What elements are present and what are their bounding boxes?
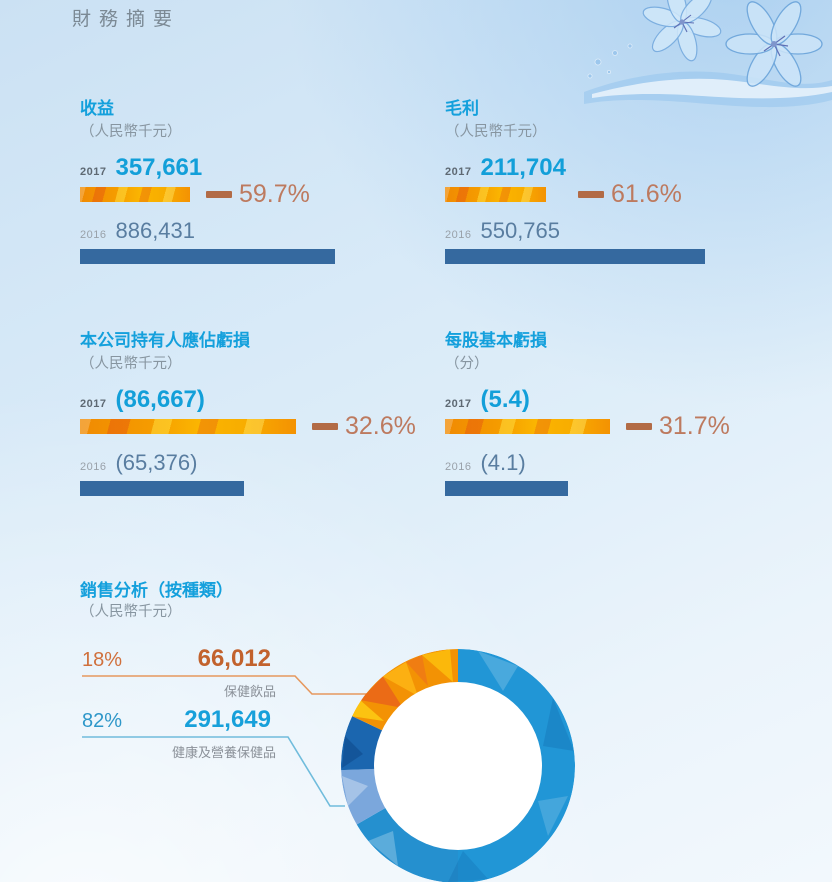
- change-dash-icon: [312, 422, 338, 430]
- stat-title: 收益: [80, 99, 114, 118]
- donut-segment-drinks: [352, 649, 458, 766]
- water-droplets: [587, 43, 633, 79]
- donut-facets-orange: [352, 649, 453, 721]
- bar-2017: [80, 186, 190, 202]
- stat-card-gross-profit: 毛利 （人民幣千元） 2017 211,704 61.6% 2016 550,7…: [445, 98, 795, 264]
- year-2016-label: 2016: [80, 229, 107, 241]
- value-2016: (4.1): [480, 450, 526, 475]
- value-2017: 357,661: [115, 154, 203, 181]
- sales-section-unit: （人民幣千元）: [80, 604, 182, 620]
- change-dash-icon: [206, 190, 232, 198]
- stat-card-revenue: 收益 （人民幣千元） 2017 357,661 59.7% 2016 886,4…: [80, 98, 430, 264]
- change-percent: 32.6%: [345, 411, 416, 440]
- stat-unit: （人民幣千元）: [80, 356, 182, 372]
- year-2017-label: 2017: [445, 398, 472, 410]
- sales-donut-chart: [341, 649, 575, 882]
- value-2017: (5.4): [480, 386, 530, 413]
- stat-title: 毛利: [445, 99, 479, 118]
- sales-percent: 18%: [82, 649, 123, 671]
- bar-2017: [445, 418, 610, 434]
- sales-legend-item-drinks: 18% 66,012 保健飲品: [82, 645, 296, 700]
- stat-card-loss-attributable: 本公司持有人應佔虧損 （人民幣千元） 2017 (86,667) 32.6% 2…: [80, 330, 430, 496]
- year-2016-label: 2016: [445, 229, 472, 241]
- sales-legend-item-supplements: 82% 291,649 健康及營養保健品: [82, 706, 296, 761]
- value-2016: (65,376): [115, 450, 198, 475]
- water-lily-flower: [642, 0, 722, 62]
- year-2017-label: 2017: [80, 166, 107, 178]
- sales-value: 291,649: [184, 706, 271, 733]
- change-percent: 31.7%: [659, 411, 730, 440]
- donut-hole: [374, 682, 542, 850]
- year-2016-label: 2016: [445, 461, 472, 473]
- sales-label: 健康及營養保健品: [171, 745, 276, 760]
- sales-percent: 82%: [82, 710, 123, 732]
- value-2017: (86,667): [115, 386, 205, 413]
- page-title: 財務摘要: [72, 9, 181, 30]
- year-2016-label: 2016: [80, 461, 107, 473]
- change-dash-icon: [626, 422, 652, 430]
- stat-unit: （人民幣千元）: [80, 124, 182, 140]
- stat-card-loss-per-share: 每股基本虧損 （分） 2017 (5.4) 31.7% 2016 (4.1): [445, 330, 795, 496]
- bar-2017: [445, 186, 546, 202]
- bar-2016: [445, 481, 568, 496]
- sales-section-title: 銷售分析（按種類）: [80, 581, 233, 600]
- donut-segment-supplements: [341, 716, 458, 771]
- value-2017: 211,704: [480, 154, 566, 181]
- change-percent: 59.7%: [239, 179, 310, 208]
- change-percent: 61.6%: [611, 179, 682, 208]
- donut-segment-supplements: [341, 766, 458, 825]
- bar-2016: [445, 249, 705, 264]
- sales-label: 保健飲品: [223, 684, 276, 699]
- donut-segment-supplements: [458, 649, 575, 882]
- change-dash-icon: [578, 190, 604, 198]
- water-lily-flower: [725, 1, 823, 87]
- stat-unit: （分）: [445, 356, 489, 372]
- water-swoosh-highlight: [592, 78, 832, 99]
- sales-value: 66,012: [197, 645, 271, 672]
- stat-title: 本公司持有人應佔虧損: [80, 331, 250, 350]
- bar-2016: [80, 249, 335, 264]
- year-2017-label: 2017: [80, 398, 107, 410]
- value-2016: 886,431: [115, 218, 196, 243]
- donut-facets-blue: [342, 651, 574, 882]
- year-2017-label: 2017: [445, 166, 472, 178]
- bar-2016: [80, 481, 244, 496]
- stat-title: 每股基本虧損: [445, 331, 547, 350]
- stat-unit: （人民幣千元）: [445, 124, 547, 140]
- donut-segment-supplements: [356, 766, 458, 882]
- bar-2017: [80, 418, 296, 434]
- value-2016: 550,765: [480, 218, 561, 243]
